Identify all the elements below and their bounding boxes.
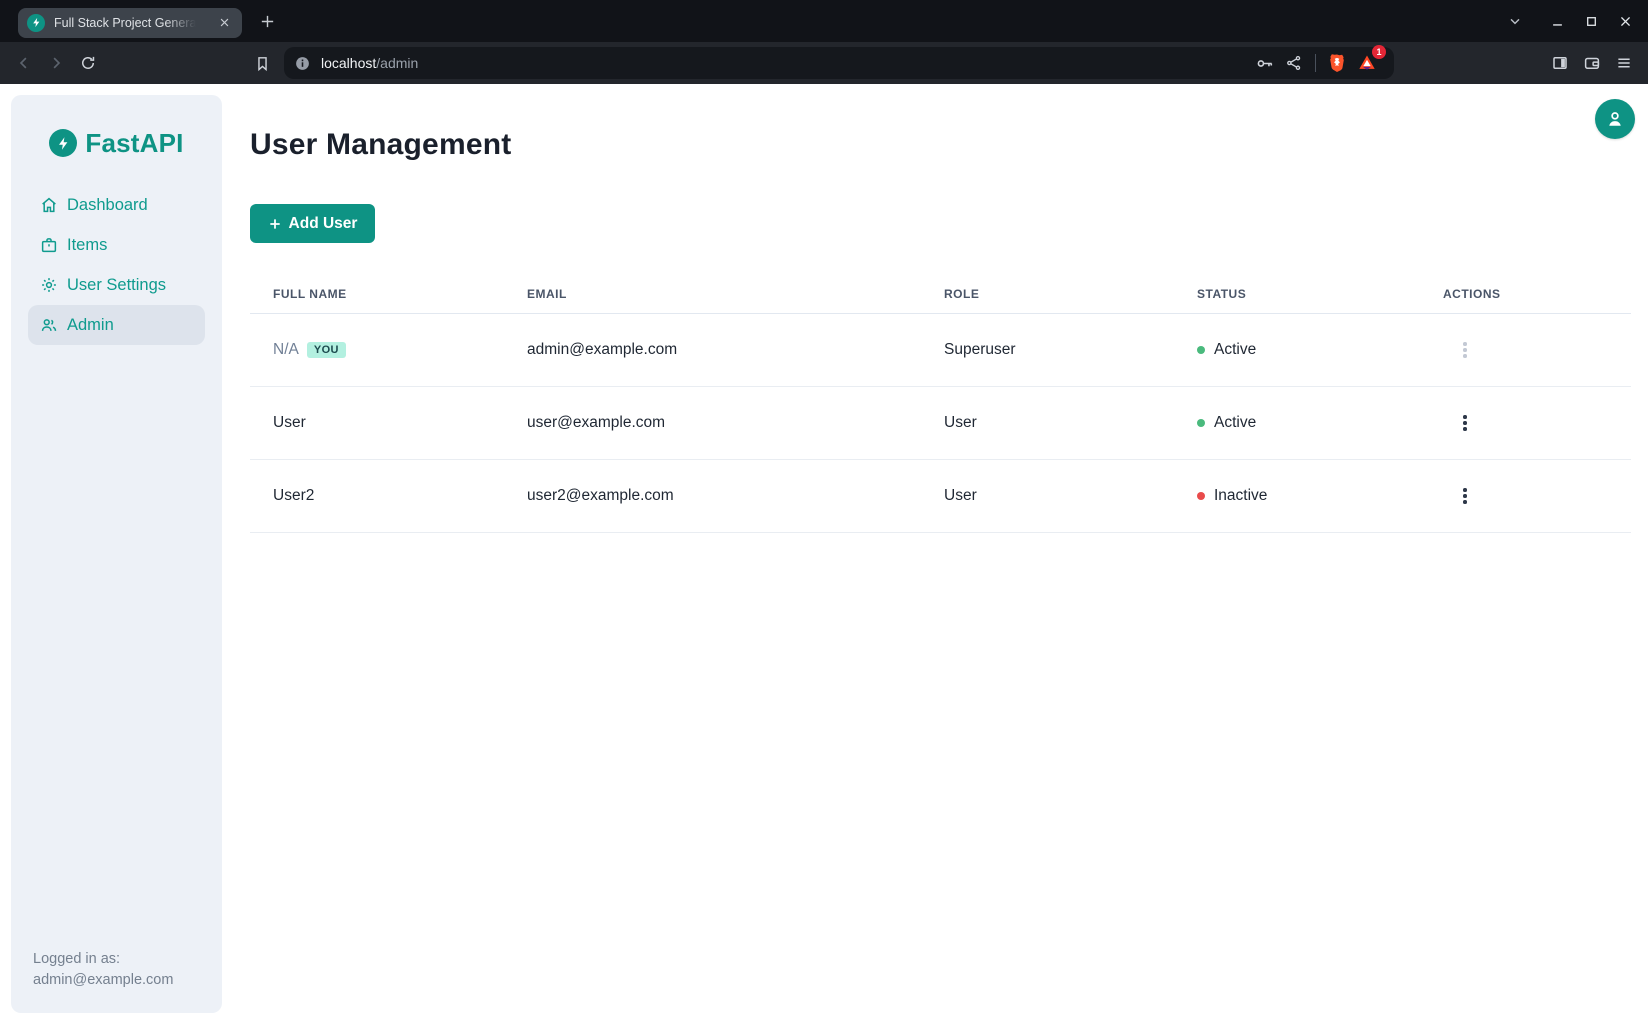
user-avatar-icon: [1609, 112, 1621, 126]
email-cell: admin@example.com: [527, 341, 678, 358]
full-name-cell: User: [273, 414, 306, 431]
sidebar-item-user-settings[interactable]: User Settings: [28, 265, 205, 305]
you-badge: YOU: [306, 342, 346, 358]
tab-close-icon[interactable]: [215, 13, 234, 32]
site-info-icon[interactable]: [294, 55, 311, 72]
table-header-row: FULL NAME EMAIL ROLE STATUS ACTIONS: [250, 274, 1631, 314]
forward-button[interactable]: [40, 47, 72, 79]
logged-in-label: Logged in as:: [33, 950, 121, 967]
tab-search-chevron-icon[interactable]: [1498, 4, 1532, 38]
status-label: Active: [1214, 341, 1257, 358]
status-cell: Active: [1197, 341, 1443, 359]
table-row: User2 user2@example.com User Inactive: [250, 460, 1631, 533]
email-cell: user@example.com: [527, 414, 666, 431]
address-bar[interactable]: localhost/admin 1: [284, 45, 1394, 79]
menu-icon[interactable]: [1608, 47, 1640, 79]
table-row: N/A YOU admin@example.com Superuser Acti…: [250, 314, 1631, 387]
sidebar-item-items[interactable]: Items: [28, 225, 205, 265]
plus-icon: [269, 218, 280, 229]
brave-rewards-icon[interactable]: 1: [1352, 45, 1386, 78]
status-dot: [1197, 346, 1205, 354]
rewards-notification-badge: 1: [1372, 45, 1386, 59]
table-row: User user@example.com User Active: [250, 387, 1631, 460]
add-user-label: Add User: [288, 214, 358, 232]
status-cell: Inactive: [1197, 487, 1443, 505]
column-header-full-name: FULL NAME: [273, 286, 347, 301]
tab-strip: Full Stack Project Genera: [0, 0, 1648, 42]
users-table: FULL NAME EMAIL ROLE STATUS ACTIONS N/A …: [250, 274, 1631, 533]
brave-shield-icon[interactable]: [1322, 48, 1352, 78]
row-actions-menu-icon: [1457, 336, 1473, 364]
sidebar-toggle-icon[interactable]: [1544, 47, 1576, 79]
users-icon: [41, 319, 57, 331]
bookmark-icon[interactable]: [246, 47, 278, 79]
logged-in-email: admin@example.com: [33, 971, 174, 988]
home-icon: [42, 197, 56, 213]
share-icon[interactable]: [1279, 48, 1309, 78]
status-dot: [1197, 492, 1205, 500]
role-cell: User: [944, 414, 977, 431]
browser-tab[interactable]: Full Stack Project Genera: [18, 7, 242, 38]
saved-passwords-key-icon[interactable]: [1249, 48, 1279, 78]
sidebar: FastAPI Dashboard Items User Settings Ad…: [11, 95, 222, 1013]
sidebar-nav: Dashboard Items User Settings Admin: [11, 185, 222, 345]
column-header-role: ROLE: [944, 286, 980, 301]
logged-in-footer: Logged in as: admin@example.com: [33, 949, 173, 991]
reload-button[interactable]: [72, 47, 104, 79]
status-cell: Active: [1197, 414, 1443, 432]
column-header-status: STATUS: [1197, 286, 1247, 301]
sidebar-item-label: Admin: [67, 315, 114, 334]
user-menu-button[interactable]: [1595, 99, 1635, 139]
full-name-cell: User2: [273, 487, 315, 504]
email-cell: user2@example.com: [527, 487, 674, 504]
window-close-button[interactable]: [1608, 4, 1642, 38]
role-cell: User: [944, 487, 977, 504]
main-content: User Management Add User FULL NAME EMAIL…: [250, 84, 1648, 533]
back-button[interactable]: [8, 47, 40, 79]
browser-toolbar: localhost/admin 1: [0, 42, 1648, 84]
status-label: Inactive: [1214, 487, 1268, 504]
row-actions-menu-icon[interactable]: [1457, 482, 1473, 510]
brand-name: FastAPI: [85, 127, 184, 158]
divider: [1315, 54, 1316, 72]
full-name-cell: N/A YOU: [273, 341, 527, 359]
gear-icon: [42, 278, 56, 292]
briefcase-icon: [41, 238, 57, 253]
status-label: Active: [1214, 414, 1257, 431]
column-header-email: EMAIL: [527, 286, 567, 301]
column-header-actions: ACTIONS: [1443, 286, 1501, 301]
row-actions-menu-icon[interactable]: [1457, 409, 1473, 437]
fastapi-favicon: [27, 13, 45, 32]
fastapi-bolt-icon: [49, 129, 78, 157]
role-cell: Superuser: [944, 341, 1016, 358]
wallet-icon[interactable]: [1576, 47, 1608, 79]
app-page: FastAPI Dashboard Items User Settings Ad…: [0, 84, 1648, 1025]
sidebar-item-label: Items: [67, 235, 108, 254]
new-tab-button[interactable]: [255, 9, 280, 34]
window-maximize-button[interactable]: [1574, 4, 1608, 38]
status-dot: [1197, 419, 1205, 427]
sidebar-item-dashboard[interactable]: Dashboard: [28, 185, 205, 225]
url-text: localhost/admin: [321, 55, 419, 71]
add-user-button[interactable]: Add User: [250, 204, 375, 243]
sidebar-item-label: User Settings: [67, 275, 167, 294]
page-title: User Management: [250, 128, 512, 161]
brand-logo: FastAPI: [11, 127, 222, 159]
window-minimize-button[interactable]: [1540, 4, 1574, 38]
tab-title: Full Stack Project Genera: [54, 15, 197, 30]
sidebar-item-label: Dashboard: [67, 195, 148, 214]
sidebar-item-admin[interactable]: Admin: [28, 305, 205, 345]
